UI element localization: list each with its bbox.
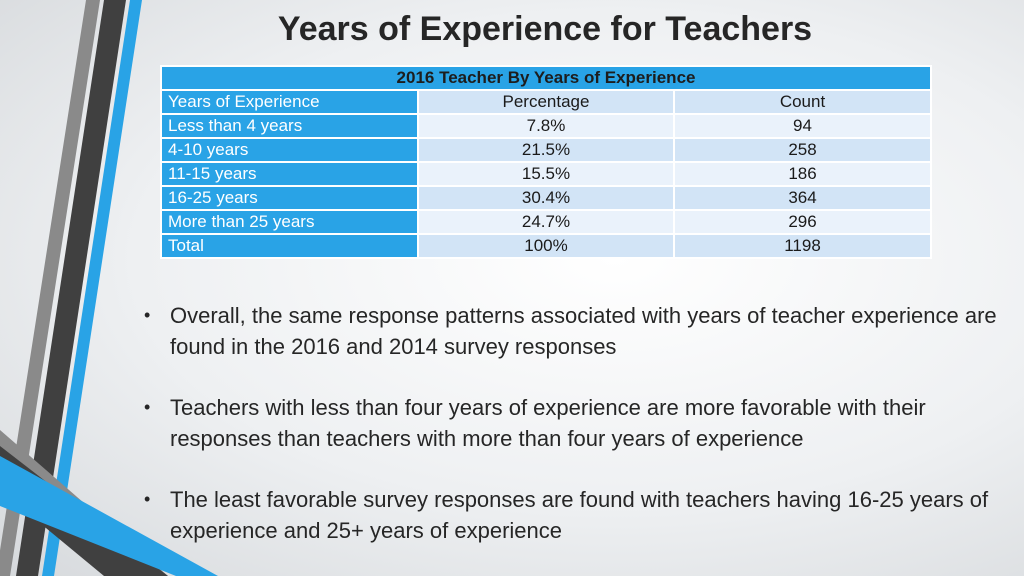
bullet-dot-icon: • (144, 305, 151, 325)
percentage-cell: 21.5% (417, 137, 675, 163)
table-row: Total 100% 1198 (160, 233, 933, 259)
experience-table: 2016 Teacher By Years of Experience Year… (159, 65, 933, 259)
percentage-cell: 7.8% (417, 113, 675, 139)
row-label: 11-15 years (160, 161, 419, 187)
bullet-text: Overall, the same response patterns asso… (170, 303, 997, 359)
table-header-row: Years of Experience Percentage Count (160, 89, 933, 115)
column-header: Count (672, 89, 933, 115)
blue-lower-band (0, 456, 218, 576)
table-row: Less than 4 years 7.8% 94 (160, 113, 933, 139)
bullet-item: • Teachers with less than four years of … (140, 392, 1000, 454)
bullet-item: • The least favorable survey responses a… (140, 484, 1000, 546)
row-label: 16-25 years (160, 185, 419, 211)
table-row: 11-15 years 15.5% 186 (160, 161, 933, 187)
count-cell: 1198 (672, 233, 933, 259)
row-label: More than 25 years (160, 209, 419, 235)
count-cell: 94 (672, 113, 933, 139)
row-label: 4-10 years (160, 137, 419, 163)
bullet-text: The least favorable survey responses are… (170, 487, 989, 543)
table-row: 16-25 years 30.4% 364 (160, 185, 933, 211)
count-cell: 186 (672, 161, 933, 187)
bullet-text: Teachers with less than four years of ex… (170, 395, 926, 451)
bullet-dot-icon: • (144, 489, 151, 509)
blue-stripe (42, 0, 142, 576)
table-row: 4-10 years 21.5% 258 (160, 137, 933, 163)
percentage-cell: 100% (417, 233, 675, 259)
percentage-cell: 30.4% (417, 185, 675, 211)
percentage-cell: 24.7% (417, 209, 675, 235)
table-caption-row: 2016 Teacher By Years of Experience (159, 65, 933, 91)
table-caption: 2016 Teacher By Years of Experience (159, 65, 933, 91)
bullet-list: • Overall, the same response patterns as… (140, 300, 1000, 576)
column-header: Years of Experience (160, 89, 419, 115)
percentage-cell: 15.5% (417, 161, 675, 187)
count-cell: 364 (672, 185, 933, 211)
gray-stripe (0, 0, 100, 576)
column-header: Percentage (417, 89, 675, 115)
count-cell: 296 (672, 209, 933, 235)
bullet-dot-icon: • (144, 397, 151, 417)
row-label: Total (160, 233, 419, 259)
count-cell: 258 (672, 137, 933, 163)
dark-stripe (16, 0, 126, 576)
slide-title: Years of Experience for Teachers (277, 10, 813, 48)
table-row: More than 25 years 24.7% 296 (160, 209, 933, 235)
bullet-item: • Overall, the same response patterns as… (140, 300, 1000, 362)
row-label: Less than 4 years (160, 113, 419, 139)
